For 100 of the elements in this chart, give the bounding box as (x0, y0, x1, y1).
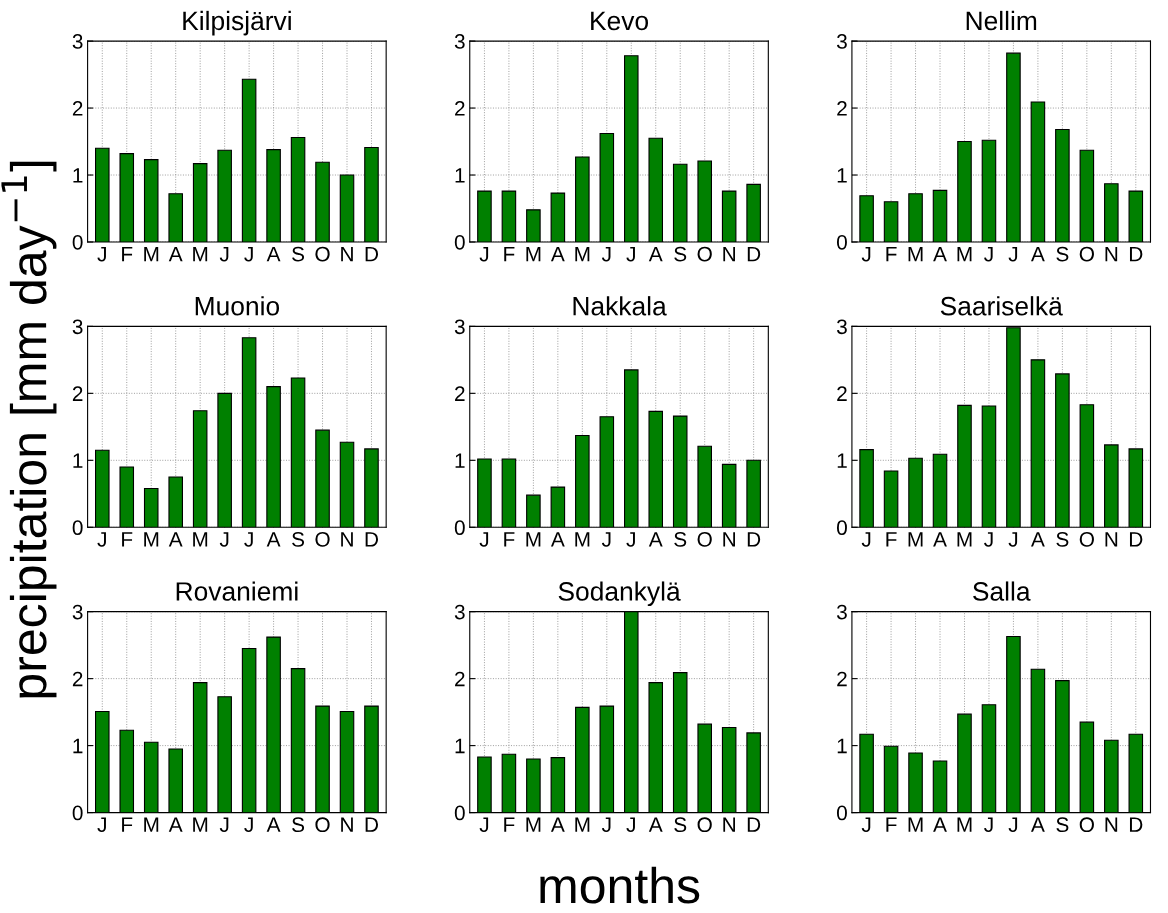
x-tick-label: A (550, 246, 565, 262)
bar (217, 696, 232, 813)
x-tick-label: J (601, 817, 611, 833)
bar (315, 429, 330, 528)
bar (1055, 680, 1070, 813)
x-axis-title: months (540, 866, 700, 904)
chart-title: Kilpisjärvi (183, 10, 291, 36)
y-tick-label: 2 (72, 101, 83, 116)
bar (575, 706, 590, 813)
y-tick-label: 0 (72, 805, 83, 821)
x-tick-label: D (365, 817, 379, 832)
bar (859, 449, 874, 528)
x-tick-label: M (908, 246, 923, 262)
bar (908, 752, 923, 813)
x-tick-label: S (1056, 817, 1069, 833)
x-tick-label: F (886, 817, 897, 832)
bar (1030, 668, 1046, 813)
y-tick-label: 1 (837, 453, 847, 468)
x-tick-label: S (674, 246, 687, 262)
x-tick-label: M (526, 246, 541, 262)
bar (241, 337, 257, 528)
x-tick-label: O (1079, 817, 1094, 833)
bar (1128, 733, 1144, 813)
x-tick-label: A (1031, 532, 1045, 547)
x-tick-label: A (266, 817, 281, 832)
x-tick-label: J (219, 817, 229, 833)
x-tick-label: J (626, 817, 635, 833)
x-tick-label: F (122, 817, 133, 832)
bar (94, 449, 110, 528)
bar (94, 710, 110, 813)
y-tick-label: 0 (72, 234, 83, 250)
bar (697, 445, 712, 528)
y-tick-label: 1 (73, 168, 83, 183)
bar (697, 723, 712, 813)
x-tick-label: N (341, 246, 353, 262)
bar (501, 753, 517, 813)
x-tick-label: F (504, 817, 515, 832)
y-tick-label: 2 (837, 101, 847, 116)
bar (364, 705, 379, 813)
x-tick-label: J (479, 817, 489, 833)
bar (119, 466, 135, 528)
bar (908, 457, 923, 528)
x-tick-label: M (193, 817, 208, 832)
bar (1104, 444, 1119, 528)
x-tick-label: A (648, 246, 663, 262)
x-tick-label: A (1031, 246, 1045, 262)
bar (550, 486, 566, 528)
bar (746, 459, 761, 528)
bar (672, 672, 688, 813)
y-tick-label: 3 (454, 319, 465, 335)
chart-title: Muonio (195, 296, 280, 316)
y-tick-label: 2 (837, 386, 847, 401)
bar (526, 758, 541, 813)
x-tick-label: A (266, 532, 281, 547)
x-tick-label: A (933, 532, 947, 547)
x-tick-label: M (575, 532, 590, 547)
bar (932, 453, 948, 528)
x-tick-label: A (168, 246, 183, 262)
bar (266, 636, 281, 813)
bar (477, 458, 492, 528)
x-tick-label: J (97, 532, 106, 547)
x-tick-label: M (144, 246, 159, 262)
x-tick-label: J (97, 246, 106, 262)
bar (290, 668, 306, 813)
x-tick-label: J (1008, 817, 1018, 833)
x-tick-label: N (723, 532, 735, 547)
x-tick-label: F (122, 246, 133, 262)
bar (883, 745, 899, 813)
y-tick-label: 2 (455, 386, 465, 401)
y-tick-label: 3 (836, 604, 847, 620)
x-tick-label: S (674, 817, 687, 833)
y-tick-label: 1 (837, 168, 847, 183)
y-tick-label: 0 (836, 520, 847, 536)
bar (192, 410, 208, 528)
x-tick-label: O (315, 246, 330, 262)
bar (119, 729, 135, 813)
x-tick-label: N (1105, 246, 1118, 262)
y-tick-label: 1 (455, 738, 465, 754)
y-tick-label: 1 (73, 738, 83, 754)
x-tick-label: M (957, 532, 972, 547)
x-tick-label: A (648, 817, 663, 832)
x-tick-label: M (193, 246, 208, 262)
bar (859, 733, 874, 813)
y-tick-label: 0 (454, 520, 465, 536)
x-tick-label: J (861, 532, 871, 547)
x-tick-label: F (886, 246, 897, 262)
x-tick-label: S (292, 246, 305, 262)
bar (192, 682, 208, 813)
y-tick-label: 0 (454, 805, 465, 821)
bar (575, 434, 590, 528)
x-tick-label: J (601, 532, 611, 547)
bar (623, 369, 639, 528)
bar (526, 494, 541, 528)
x-tick-label: A (933, 246, 947, 262)
x-tick-label: A (266, 246, 281, 262)
x-tick-label: S (292, 532, 305, 547)
bar (981, 704, 997, 813)
y-tick-label: 3 (72, 34, 83, 49)
bar (883, 470, 899, 528)
x-tick-label: M (526, 817, 541, 832)
